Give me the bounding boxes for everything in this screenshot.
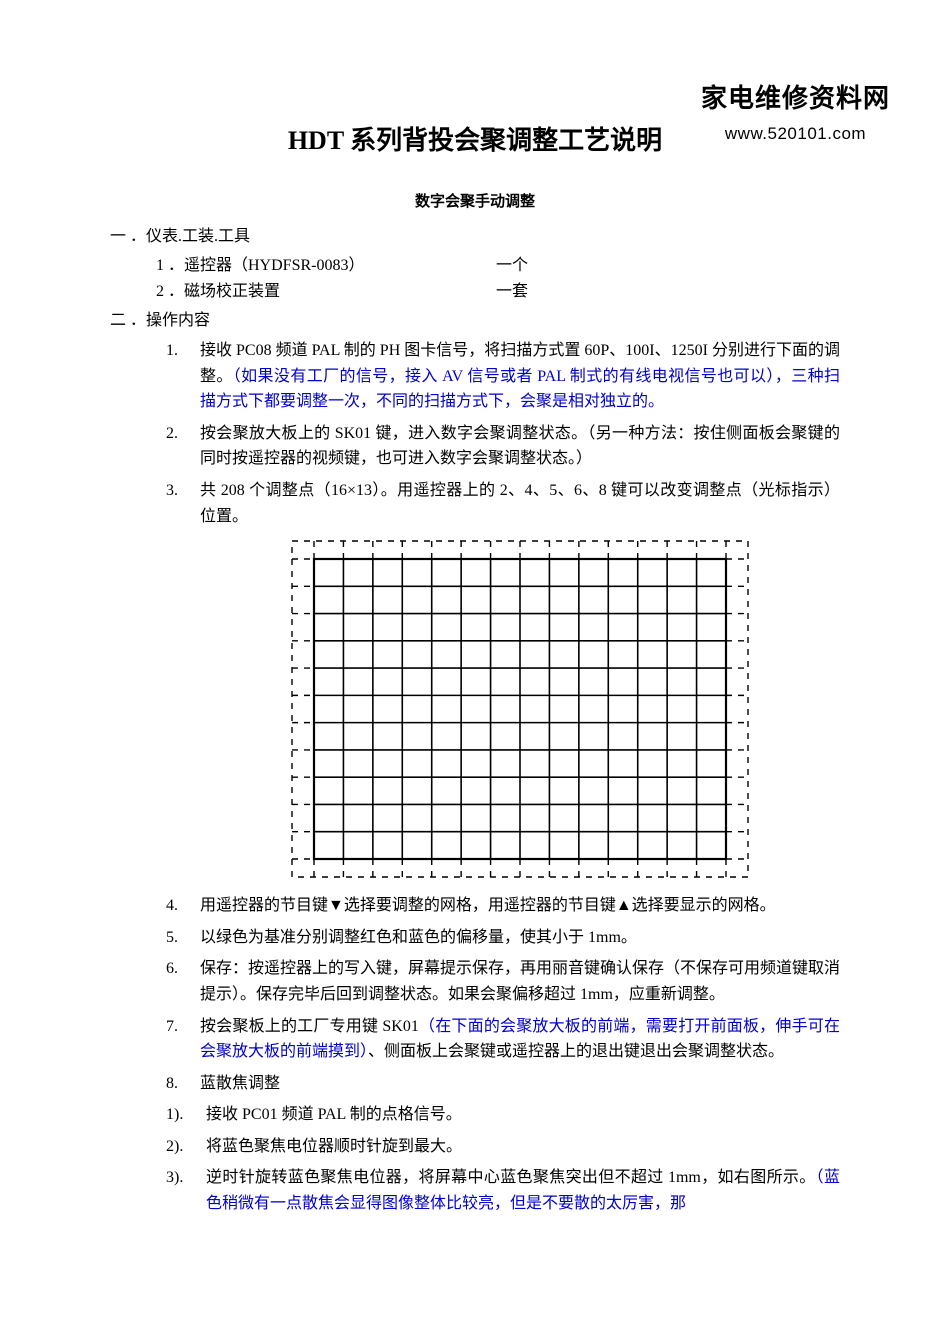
- section-ops: 二 ．操作内容 1. 接收 PC08 频道 PAL 制的 PH 图卡信号，将扫描…: [110, 308, 840, 1216]
- page-content: HDT 系列背投会聚调整工艺说明 数字会聚手动调整 一 ．仪表.工装.工具 1 …: [0, 0, 950, 1217]
- op-1-blue: （如果没有工厂的信号，接入 AV 信号或者 PAL 制式的有线电视信号也可以），…: [200, 368, 840, 411]
- tool-row-2: 2 ．磁场校正装置 一套: [110, 279, 840, 305]
- section-tools: 一 ．仪表.工装.工具 1 ．遥控器（HYDFSR-0083） 一个 2 ．磁场…: [110, 224, 840, 305]
- sub-3: 3). 逆时针旋转蓝色聚焦电位器，将屏幕中心蓝色聚焦突出但不超过 1mm，如右图…: [166, 1165, 840, 1216]
- op-5-text: 以绿色为基准分别调整红色和蓝色的偏移量，使其小于 1mm。: [200, 929, 637, 946]
- sub-1-text: 接收 PC01 频道 PAL 制的点格信号。: [206, 1106, 462, 1123]
- op-7-post: 、侧面板上会聚键或遥控器上的退出键退出会聚调整状态。: [368, 1043, 784, 1060]
- tool-2-qty: 一套: [496, 279, 528, 305]
- op-2: 2. 按会聚放大板上的 SK01 键，进入数字会聚调整状态。（另一种方法：按住侧…: [166, 421, 840, 472]
- op-4-num: 4.: [166, 893, 178, 919]
- section-tools-heading: 一 ．仪表.工装.工具: [110, 224, 840, 250]
- ops-list: 1. 接收 PC08 频道 PAL 制的 PH 图卡信号，将扫描方式置 60P、…: [110, 338, 840, 1096]
- sub-1-num: 1).: [166, 1102, 183, 1128]
- op-7-pre: 按会聚板上的工厂专用键 SK01: [200, 1018, 419, 1035]
- grid-diagram: [290, 539, 750, 879]
- op-7-num: 7.: [166, 1014, 178, 1040]
- op-1-num: 1.: [166, 338, 178, 364]
- op-3-text: 共 208 个调整点（16×13）。用遥控器上的 2、4、5、6、8 键可以改变…: [200, 482, 840, 525]
- op-3-num: 3.: [166, 478, 178, 504]
- tool-row-1: 1 ．遥控器（HYDFSR-0083） 一个: [110, 253, 840, 279]
- sub-list: 1). 接收 PC01 频道 PAL 制的点格信号。 2). 将蓝色聚焦电位器顺…: [110, 1102, 840, 1216]
- op-8: 8. 蓝散焦调整: [166, 1071, 840, 1097]
- tool-1-name: 1 ．遥控器（HYDFSR-0083）: [156, 253, 496, 279]
- op-5-num: 5.: [166, 925, 178, 951]
- watermark-url: www.520101.com: [701, 120, 890, 147]
- op-8-num: 8.: [166, 1071, 178, 1097]
- op-4-text: 用遥控器的节目键▼选择要调整的网格，用遥控器的节目键▲选择要显示的网格。: [200, 897, 776, 914]
- section-ops-heading: 二 ．操作内容: [110, 308, 840, 334]
- op-4: 4. 用遥控器的节目键▼选择要调整的网格，用遥控器的节目键▲选择要显示的网格。: [166, 893, 840, 919]
- op-8-text: 蓝散焦调整: [200, 1075, 280, 1092]
- op-1: 1. 接收 PC08 频道 PAL 制的 PH 图卡信号，将扫描方式置 60P、…: [166, 338, 840, 415]
- sub-2: 2). 将蓝色聚焦电位器顺时针旋到最大。: [166, 1134, 840, 1160]
- op-6-text: 保存：按遥控器上的写入键，屏幕提示保存，再用丽音键确认保存（不保存可用频道键取消…: [200, 960, 840, 1003]
- op-5: 5. 以绿色为基准分别调整红色和蓝色的偏移量，使其小于 1mm。: [166, 925, 840, 951]
- sub-2-num: 2).: [166, 1134, 183, 1160]
- sub-3-num: 3).: [166, 1165, 183, 1191]
- tool-1-qty: 一个: [496, 253, 528, 279]
- sub-1: 1). 接收 PC01 频道 PAL 制的点格信号。: [166, 1102, 840, 1128]
- op-6: 6. 保存：按遥控器上的写入键，屏幕提示保存，再用丽音键确认保存（不保存可用频道…: [166, 956, 840, 1007]
- grid-svg: [290, 539, 750, 879]
- op-6-num: 6.: [166, 956, 178, 982]
- watermark: 家电维修资料网 www.520101.com: [701, 78, 890, 147]
- sub-2-text: 将蓝色聚焦电位器顺时针旋到最大。: [206, 1138, 462, 1155]
- op-3: 3. 共 208 个调整点（16×13）。用遥控器上的 2、4、5、6、8 键可…: [166, 478, 840, 879]
- sub-3-pre: 逆时针旋转蓝色聚焦电位器，将屏幕中心蓝色聚焦突出但不超过 1mm，如右图所示。: [206, 1169, 816, 1186]
- op-2-num: 2.: [166, 421, 178, 447]
- op-2-text: 按会聚放大板上的 SK01 键，进入数字会聚调整状态。（另一种方法：按住侧面板会…: [200, 425, 840, 468]
- watermark-brush: 家电维修资料网: [701, 78, 890, 120]
- tool-2-name: 2 ．磁场校正装置: [156, 279, 496, 305]
- op-7: 7. 按会聚板上的工厂专用键 SK01（在下面的会聚放大板的前端，需要打开前面板…: [166, 1014, 840, 1065]
- page-subtitle: 数字会聚手动调整: [110, 190, 840, 214]
